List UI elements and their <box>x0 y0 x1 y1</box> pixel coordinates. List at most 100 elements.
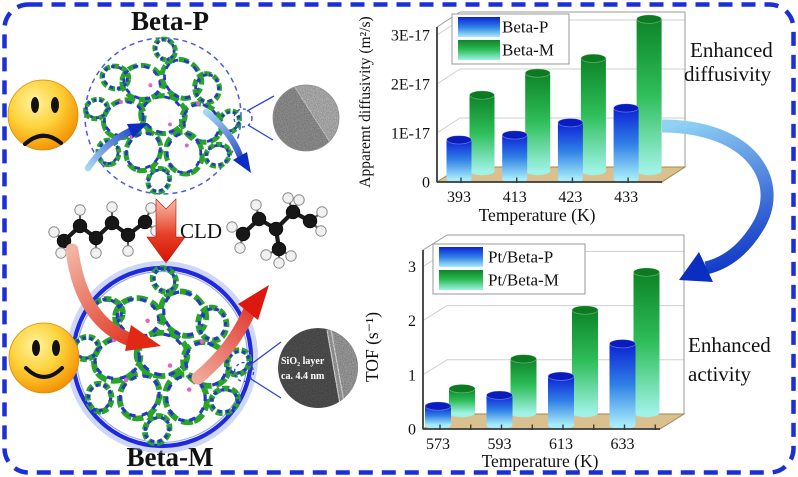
hydrogen-atom <box>234 242 246 254</box>
heteroatom-dot <box>119 100 123 104</box>
zeolite-ring-atoms <box>102 65 129 90</box>
bar-Beta-M-413 <box>525 73 551 171</box>
x-tick-label: 393 <box>447 189 471 206</box>
tem2-annotation-line1: SiO₂ layer <box>281 356 325 367</box>
zeolite-ring <box>123 128 164 174</box>
x-axis-label: Temperature (K) <box>482 451 599 471</box>
heteroatom-dot <box>123 377 129 383</box>
heteroatom-dot <box>186 387 192 392</box>
carbon-atom <box>120 227 136 243</box>
carbon-atom <box>251 211 267 227</box>
zeolite-ring-atoms <box>209 388 239 414</box>
heteroatom-dot <box>145 318 150 324</box>
eye <box>52 340 60 356</box>
face-circle <box>8 322 80 394</box>
cld-arrow <box>146 198 186 264</box>
mouth <box>23 133 63 146</box>
x-tick-label: 433 <box>614 189 638 206</box>
hydrogen-atom <box>316 206 328 218</box>
heteroatom-dot <box>168 122 172 127</box>
product-out-arrow <box>191 303 257 385</box>
zeolite-ring-atoms <box>225 350 251 375</box>
chart-tof: 0 1 2 3 573 593 613 633 Temperature (K) TOF (s⁻¹)… <box>362 234 686 471</box>
hydrogen-atom <box>273 257 285 269</box>
hydrogen-atom <box>260 249 272 261</box>
x-tick-label: 633 <box>611 436 635 453</box>
carbon-atom <box>268 221 284 237</box>
y-tick-label: 2 <box>408 313 416 330</box>
diffusion-arrow-out <box>202 108 244 160</box>
zeolite-ring-atoms <box>165 132 203 175</box>
bar-Pt/Beta-P-573 <box>425 406 451 425</box>
y-tick-label: 0 <box>408 422 416 439</box>
beta-p-title: Beta-P <box>131 6 209 36</box>
grid-line <box>422 305 448 322</box>
beta-p-zeolite-structure <box>83 36 242 195</box>
zeolite-ring-atoms <box>162 290 206 337</box>
diffusion-arrow-in-head <box>127 123 148 138</box>
eye <box>31 97 39 113</box>
zeolite-ring-atoms <box>165 374 207 423</box>
enhanced-diffusivity-line1: Enhanced <box>690 38 773 62</box>
y-tick-label: 1 <box>408 367 416 384</box>
grid-line <box>422 359 448 376</box>
heteroatom-dot <box>148 83 153 88</box>
hydrogen-atom <box>106 201 118 213</box>
tem1-noise <box>273 85 339 151</box>
product-out-arrow-head <box>238 285 269 320</box>
tem2-annotation-line2: ca. 4.4 nm <box>281 371 325 382</box>
face-circle <box>7 79 79 151</box>
diffusion-arrow-out-head <box>233 152 251 173</box>
tem1-rim <box>272 84 340 152</box>
bar-Beta-P-423 <box>557 122 583 179</box>
zeolite-ring-atoms <box>143 415 171 444</box>
bar-top <box>557 118 584 128</box>
eye <box>51 97 59 113</box>
bar-Pt/Beta-M-633 <box>633 272 660 413</box>
hydrogen-atom <box>48 226 60 238</box>
bar-top <box>469 90 495 100</box>
bar-top <box>448 384 476 394</box>
bar-Beta-P-433 <box>613 107 639 179</box>
x-tick-label: 593 <box>488 436 512 453</box>
carbon-atom <box>302 213 318 229</box>
carbon-atom <box>235 226 251 242</box>
hydrogen-atom <box>145 202 157 214</box>
enhanced-diffusivity-line2: diffusivity <box>684 62 772 86</box>
enhanced-link-ribbon-arrow-head <box>679 252 713 282</box>
y-tick-label: 1E-17 <box>391 126 430 143</box>
zeolite-ring-atoms <box>84 98 109 120</box>
bar-top <box>571 305 599 315</box>
bar-Beta-M-393 <box>469 95 495 171</box>
x-tick-label: 613 <box>549 436 573 453</box>
bar-Pt/Beta-P-633 <box>609 343 636 425</box>
bar-Beta-P-393 <box>446 139 472 179</box>
zoom-region-circle <box>233 361 255 383</box>
hydrogen-atom <box>250 199 262 211</box>
n-hexane-molecule <box>48 201 162 259</box>
eye <box>32 340 40 356</box>
diffusion-arrow-in <box>84 126 136 172</box>
heteroatom-dot <box>199 339 205 344</box>
bar-top <box>580 53 607 63</box>
tem2-noise <box>278 328 358 408</box>
legend-swatch <box>458 40 500 60</box>
bar-top <box>424 401 452 411</box>
zeolite-ring-atoms <box>146 168 171 193</box>
y-tick-label: 0 <box>422 175 430 192</box>
bar-top <box>636 14 662 24</box>
y-tick-label: 2E-17 <box>391 77 430 94</box>
zeolite-ring-atoms <box>204 144 231 167</box>
bar-Beta-M-423 <box>580 58 606 171</box>
legend-swatch <box>439 270 483 290</box>
legend-label: Beta-P <box>502 18 548 37</box>
carbon-atom <box>104 215 120 231</box>
y-axis-label: Apparemt diffusivity (m²/s) <box>357 16 374 187</box>
mouth <box>24 366 64 379</box>
connector-line <box>249 341 282 366</box>
legend-swatch <box>439 247 483 267</box>
reactant-in-arrow-head <box>125 325 161 351</box>
hydrogen-atom <box>315 225 327 237</box>
